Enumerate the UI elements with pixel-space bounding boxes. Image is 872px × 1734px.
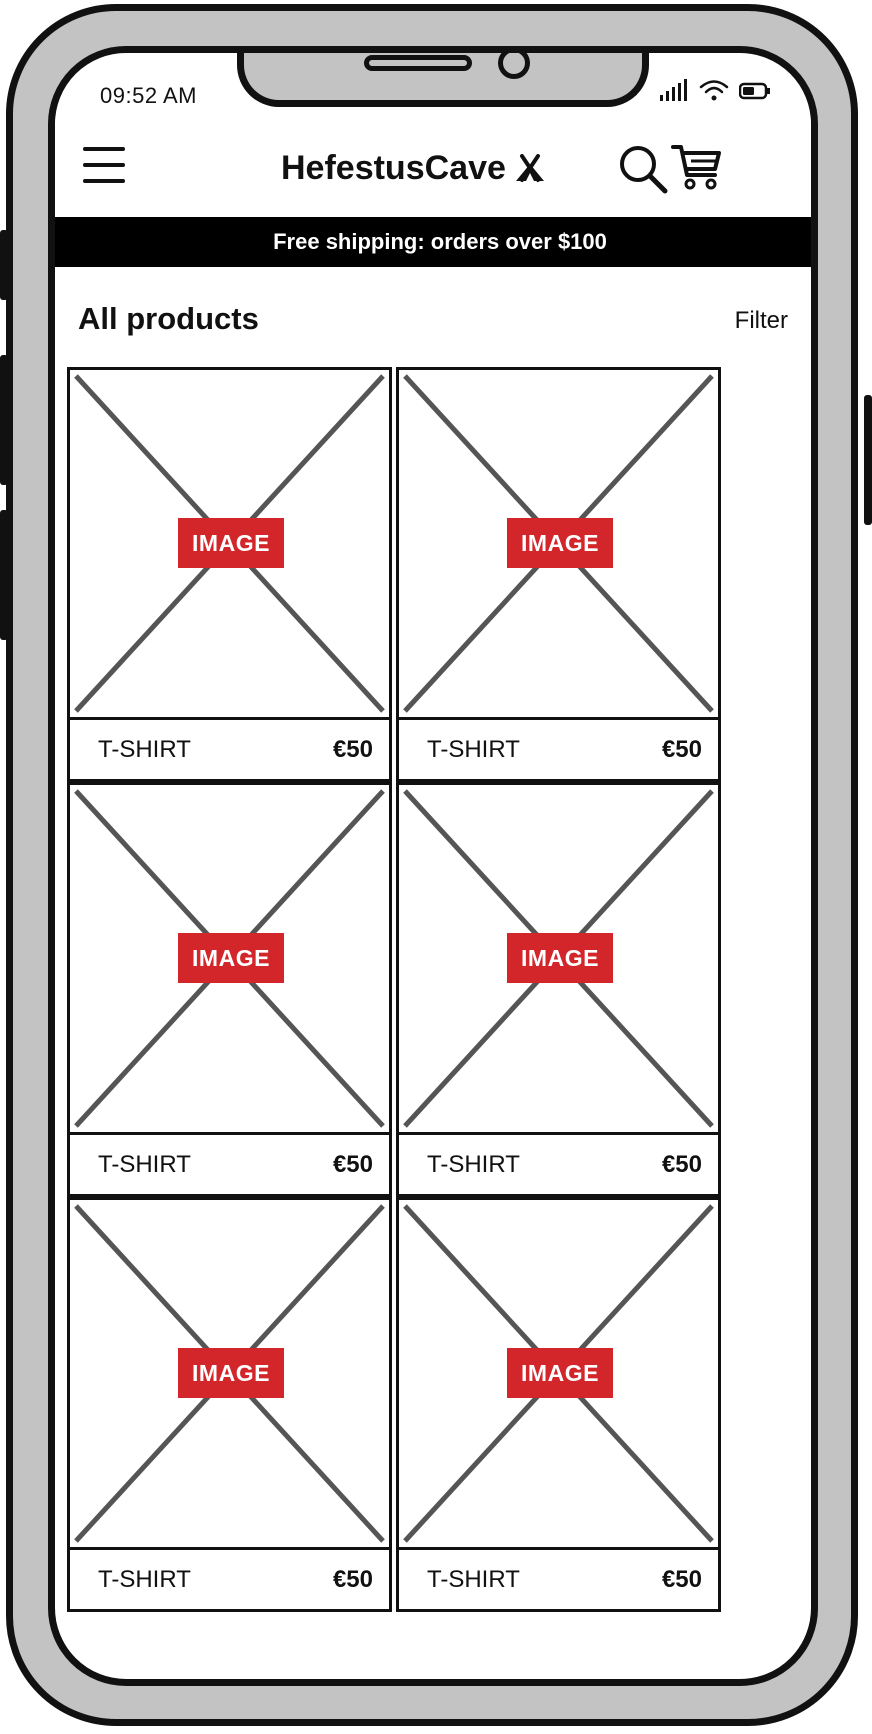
battery-icon xyxy=(739,82,770,100)
side-button-left-3 xyxy=(0,510,8,640)
side-button-left-1 xyxy=(0,230,8,300)
status-time: 09:52 AM xyxy=(100,83,197,108)
product-card[interactable]: IMAGE T-SHIRT €50 xyxy=(396,782,721,1197)
front-camera xyxy=(498,53,530,79)
speaker xyxy=(364,55,472,71)
menu-icon[interactable] xyxy=(83,147,125,183)
notch xyxy=(237,53,649,107)
product-price: €50 xyxy=(661,736,702,763)
product-card[interactable]: IMAGE T-SHIRT €50 xyxy=(396,367,721,782)
tent-icon xyxy=(515,153,544,182)
product-image-placeholder: IMAGE xyxy=(70,370,389,720)
product-price: €50 xyxy=(332,1151,373,1178)
product-price: €50 xyxy=(661,1151,702,1178)
product-name: T-SHIRT xyxy=(98,1566,191,1593)
search-icon[interactable] xyxy=(617,143,669,195)
status-icons xyxy=(659,79,771,101)
product-image-placeholder: IMAGE xyxy=(399,1200,718,1550)
image-label: IMAGE xyxy=(507,518,613,568)
image-label: IMAGE xyxy=(178,518,284,568)
phone-screen: 09:52 AM xyxy=(48,46,818,1686)
product-info: T-SHIRT €50 xyxy=(399,1550,718,1612)
cart-icon[interactable] xyxy=(671,141,723,193)
image-label: IMAGE xyxy=(178,933,284,983)
brand-logo[interactable]: HefestusCave xyxy=(281,149,548,188)
product-info: T-SHIRT €50 xyxy=(70,1135,389,1197)
product-name: T-SHIRT xyxy=(98,736,191,763)
product-image-placeholder: IMAGE xyxy=(399,370,718,720)
product-image-placeholder: IMAGE xyxy=(70,1200,389,1550)
product-name: T-SHIRT xyxy=(98,1151,191,1178)
product-image-placeholder: IMAGE xyxy=(70,785,389,1135)
product-price: €50 xyxy=(332,1566,373,1593)
page-title: All products xyxy=(78,301,259,336)
wifi-icon xyxy=(699,80,729,101)
image-label: IMAGE xyxy=(178,1348,284,1398)
product-grid: IMAGE T-SHIRT €50 IMAGE T-SHIRT xyxy=(67,367,791,1612)
product-image-placeholder: IMAGE xyxy=(399,785,718,1135)
product-info: T-SHIRT €50 xyxy=(70,1550,389,1612)
product-name: T-SHIRT xyxy=(427,1566,520,1593)
product-card[interactable]: IMAGE T-SHIRT €50 xyxy=(67,782,392,1197)
product-card[interactable]: IMAGE T-SHIRT €50 xyxy=(67,367,392,782)
product-info: T-SHIRT €50 xyxy=(399,1135,718,1197)
product-card[interactable]: IMAGE T-SHIRT €50 xyxy=(396,1197,721,1612)
side-button-right xyxy=(864,395,872,525)
shipping-banner-text: Free shipping: orders over $100 xyxy=(273,229,607,254)
product-name: T-SHIRT xyxy=(427,736,520,763)
product-info: T-SHIRT €50 xyxy=(70,720,389,782)
signal-icon xyxy=(660,79,687,101)
side-button-left-2 xyxy=(0,355,8,485)
shipping-banner: Free shipping: orders over $100 xyxy=(55,217,811,267)
product-card[interactable]: IMAGE T-SHIRT €50 xyxy=(67,1197,392,1612)
image-label: IMAGE xyxy=(507,933,613,983)
site-header: HefestusCave xyxy=(55,119,811,217)
product-name: T-SHIRT xyxy=(427,1151,520,1178)
filter-button[interactable]: Filter xyxy=(734,307,788,334)
product-price: €50 xyxy=(661,1566,702,1593)
product-info: T-SHIRT €50 xyxy=(399,720,718,782)
image-label: IMAGE xyxy=(507,1348,613,1398)
brand-name: HefestusCave xyxy=(281,149,506,187)
product-price: €50 xyxy=(332,736,373,763)
